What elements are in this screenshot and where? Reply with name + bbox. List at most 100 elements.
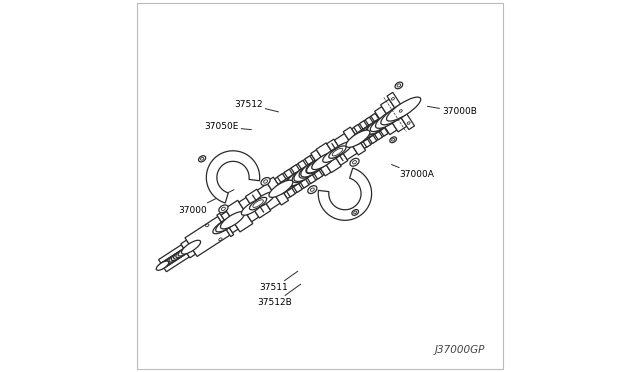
Ellipse shape: [213, 218, 235, 234]
Ellipse shape: [241, 199, 264, 215]
Ellipse shape: [164, 256, 177, 265]
Ellipse shape: [407, 122, 410, 124]
Ellipse shape: [330, 142, 352, 158]
Ellipse shape: [269, 180, 293, 198]
Ellipse shape: [310, 188, 314, 191]
Ellipse shape: [361, 122, 382, 138]
Polygon shape: [275, 155, 324, 199]
Polygon shape: [305, 156, 323, 179]
Ellipse shape: [350, 158, 359, 166]
Ellipse shape: [205, 224, 209, 227]
Ellipse shape: [376, 108, 403, 128]
Ellipse shape: [178, 246, 193, 256]
Ellipse shape: [312, 153, 335, 169]
Ellipse shape: [176, 248, 189, 257]
Ellipse shape: [299, 162, 320, 178]
Text: 37000B: 37000B: [428, 106, 477, 116]
Ellipse shape: [221, 207, 225, 211]
Polygon shape: [159, 245, 189, 272]
Ellipse shape: [157, 260, 170, 269]
Polygon shape: [257, 184, 280, 210]
Polygon shape: [343, 127, 365, 155]
Polygon shape: [374, 107, 397, 135]
Text: 37512: 37512: [234, 100, 278, 112]
Ellipse shape: [292, 167, 313, 183]
Ellipse shape: [387, 97, 420, 121]
Ellipse shape: [169, 253, 182, 262]
Ellipse shape: [264, 180, 268, 183]
Ellipse shape: [271, 182, 291, 196]
Polygon shape: [387, 92, 415, 129]
Polygon shape: [360, 121, 377, 144]
Polygon shape: [316, 143, 341, 173]
Ellipse shape: [371, 115, 394, 132]
Polygon shape: [335, 134, 357, 160]
Ellipse shape: [371, 115, 392, 131]
Ellipse shape: [384, 103, 412, 123]
Polygon shape: [311, 150, 331, 176]
Ellipse shape: [156, 261, 169, 270]
Ellipse shape: [354, 126, 375, 142]
Ellipse shape: [162, 257, 175, 266]
Ellipse shape: [219, 205, 228, 213]
Text: 37000: 37000: [178, 190, 234, 215]
Ellipse shape: [172, 251, 184, 260]
Ellipse shape: [253, 192, 275, 208]
Ellipse shape: [166, 254, 179, 263]
Ellipse shape: [182, 240, 200, 254]
Ellipse shape: [332, 148, 342, 156]
Polygon shape: [266, 177, 289, 205]
Ellipse shape: [250, 198, 267, 210]
Text: 37050E: 37050E: [204, 122, 252, 131]
Ellipse shape: [323, 147, 345, 163]
Ellipse shape: [308, 186, 317, 193]
Ellipse shape: [253, 200, 263, 208]
Ellipse shape: [399, 110, 402, 112]
Ellipse shape: [372, 116, 392, 130]
Ellipse shape: [306, 158, 326, 174]
Ellipse shape: [365, 119, 387, 135]
Polygon shape: [284, 169, 302, 192]
Ellipse shape: [273, 179, 294, 195]
Ellipse shape: [198, 156, 205, 162]
Text: 37512B: 37512B: [257, 284, 301, 307]
Polygon shape: [318, 168, 372, 220]
Ellipse shape: [395, 82, 403, 89]
Ellipse shape: [301, 161, 321, 177]
Polygon shape: [381, 99, 406, 132]
Ellipse shape: [390, 137, 396, 142]
Text: 37511: 37511: [260, 271, 298, 292]
Ellipse shape: [312, 153, 335, 170]
Text: 37000A: 37000A: [392, 164, 435, 179]
Polygon shape: [291, 165, 309, 188]
Polygon shape: [351, 113, 388, 148]
Ellipse shape: [392, 138, 395, 141]
Ellipse shape: [219, 238, 222, 241]
Ellipse shape: [356, 126, 376, 141]
Polygon shape: [180, 240, 196, 258]
Ellipse shape: [352, 209, 358, 215]
Polygon shape: [277, 174, 296, 197]
Ellipse shape: [346, 130, 370, 147]
Polygon shape: [185, 217, 230, 256]
Ellipse shape: [261, 177, 270, 185]
Polygon shape: [245, 189, 271, 218]
Ellipse shape: [216, 216, 237, 232]
Ellipse shape: [348, 132, 368, 146]
Ellipse shape: [220, 212, 244, 229]
Ellipse shape: [353, 161, 356, 164]
Ellipse shape: [184, 242, 198, 252]
Polygon shape: [217, 213, 234, 237]
Polygon shape: [371, 113, 388, 136]
Polygon shape: [239, 198, 259, 222]
Ellipse shape: [285, 171, 306, 187]
Ellipse shape: [307, 157, 330, 173]
Ellipse shape: [397, 84, 401, 87]
Ellipse shape: [367, 118, 388, 134]
Polygon shape: [298, 160, 316, 183]
Polygon shape: [365, 117, 383, 140]
Text: J37000GP: J37000GP: [435, 344, 485, 355]
Ellipse shape: [278, 176, 300, 192]
Ellipse shape: [160, 259, 173, 268]
Ellipse shape: [200, 157, 204, 160]
